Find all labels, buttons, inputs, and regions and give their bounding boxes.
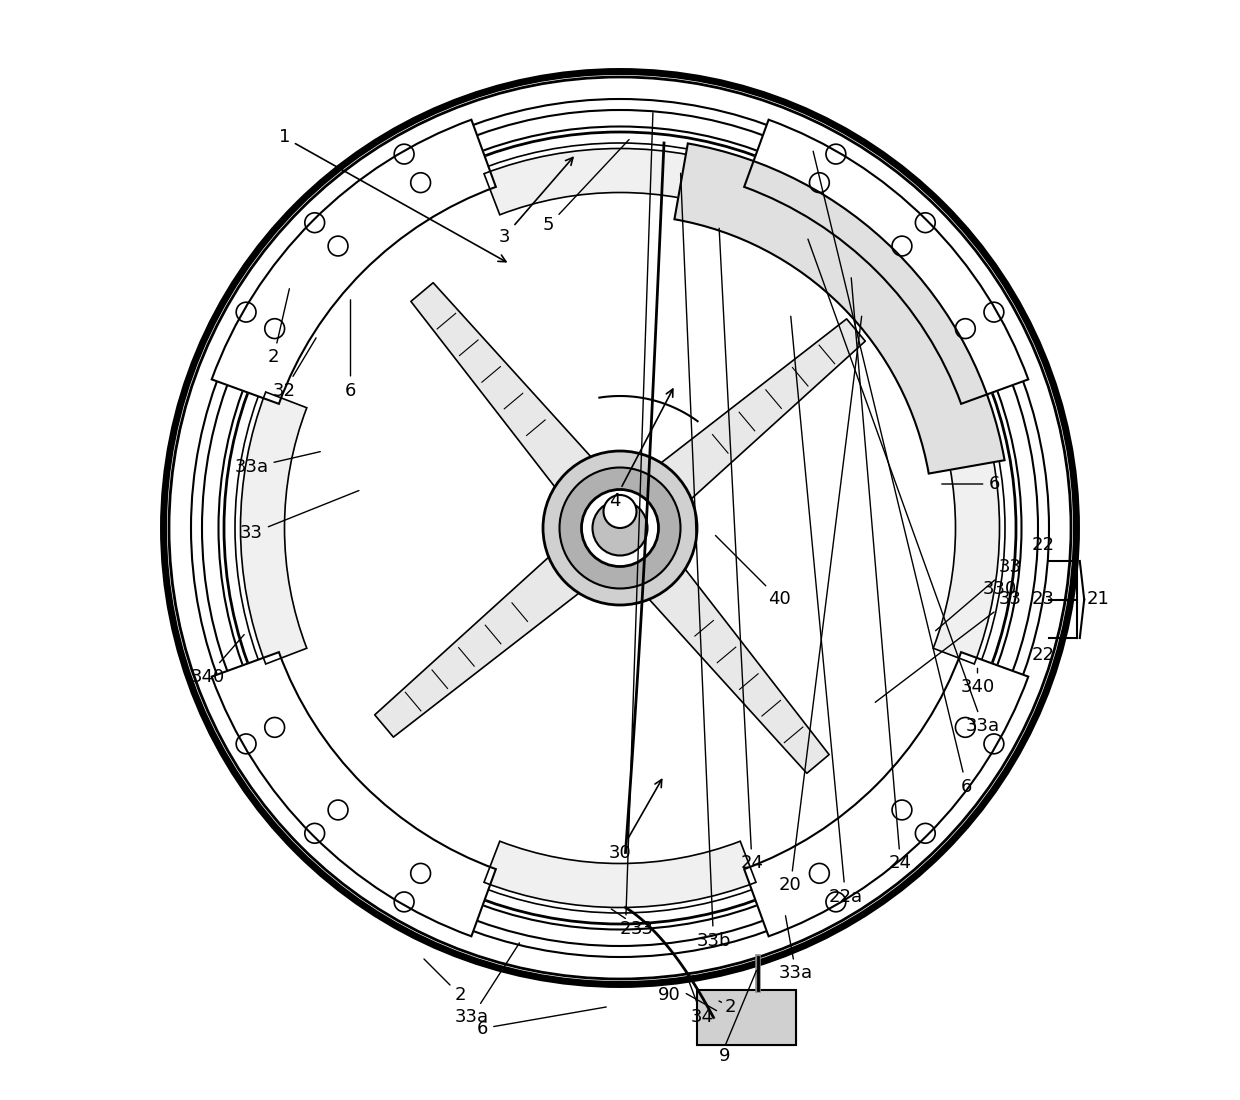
Text: 24: 24 bbox=[719, 229, 764, 872]
Text: 32: 32 bbox=[273, 338, 316, 399]
Text: 33a: 33a bbox=[779, 915, 813, 982]
Text: 4: 4 bbox=[609, 389, 673, 509]
Wedge shape bbox=[675, 143, 1004, 474]
Wedge shape bbox=[212, 652, 496, 936]
Text: 40: 40 bbox=[715, 536, 791, 608]
Text: 22: 22 bbox=[1032, 536, 1055, 553]
Wedge shape bbox=[484, 842, 756, 908]
Text: 340: 340 bbox=[191, 635, 244, 685]
Text: 3: 3 bbox=[498, 157, 573, 245]
Text: 33: 33 bbox=[875, 591, 1022, 702]
Text: 33: 33 bbox=[611, 909, 653, 938]
Text: 6: 6 bbox=[477, 1006, 606, 1037]
Text: 9: 9 bbox=[719, 1047, 730, 1065]
Text: 2: 2 bbox=[719, 998, 735, 1015]
Circle shape bbox=[559, 468, 681, 588]
Text: 33a: 33a bbox=[808, 239, 1001, 735]
Text: 2: 2 bbox=[268, 288, 289, 366]
Wedge shape bbox=[934, 392, 999, 664]
Text: 6: 6 bbox=[941, 475, 999, 493]
Polygon shape bbox=[646, 319, 866, 512]
Circle shape bbox=[604, 495, 636, 528]
Text: 6: 6 bbox=[813, 151, 972, 795]
Wedge shape bbox=[744, 652, 1028, 936]
Text: 2: 2 bbox=[620, 113, 653, 938]
Text: 33b: 33b bbox=[681, 174, 730, 949]
Wedge shape bbox=[212, 120, 496, 404]
Text: 2: 2 bbox=[424, 959, 466, 1004]
Polygon shape bbox=[410, 283, 603, 502]
Text: 21: 21 bbox=[1087, 591, 1110, 608]
Polygon shape bbox=[637, 554, 830, 773]
Text: 33a: 33a bbox=[454, 943, 520, 1026]
Text: 33a: 33a bbox=[234, 452, 320, 476]
Text: 340: 340 bbox=[960, 669, 994, 696]
Text: 6: 6 bbox=[345, 300, 356, 399]
Text: 22: 22 bbox=[1032, 646, 1055, 663]
Text: 34: 34 bbox=[687, 976, 714, 1026]
Circle shape bbox=[593, 500, 647, 556]
Text: 33: 33 bbox=[241, 491, 358, 542]
Polygon shape bbox=[374, 544, 594, 737]
Text: 23: 23 bbox=[1032, 591, 1055, 608]
Text: 20: 20 bbox=[779, 317, 862, 894]
Text: 5: 5 bbox=[543, 140, 629, 234]
Wedge shape bbox=[241, 392, 306, 664]
Text: 90: 90 bbox=[658, 987, 681, 1004]
Text: 330: 330 bbox=[982, 580, 1017, 597]
Text: 30: 30 bbox=[609, 780, 662, 861]
Wedge shape bbox=[744, 120, 1028, 404]
Text: 22a: 22a bbox=[791, 317, 863, 905]
Text: 33: 33 bbox=[936, 558, 1022, 630]
Wedge shape bbox=[484, 148, 756, 214]
Text: 1: 1 bbox=[279, 129, 506, 262]
Circle shape bbox=[543, 451, 697, 605]
Polygon shape bbox=[697, 990, 796, 1045]
Text: 24: 24 bbox=[851, 278, 911, 872]
Circle shape bbox=[582, 490, 658, 566]
